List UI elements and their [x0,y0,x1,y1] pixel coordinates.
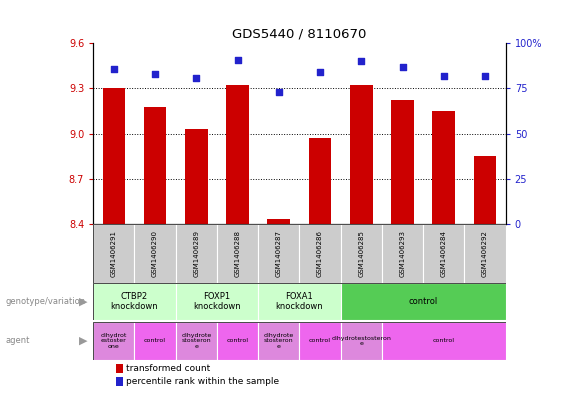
Bar [341,322,382,360]
Bar [473,156,497,224]
Text: GSM1406285: GSM1406285 [358,230,364,277]
Point [481,73,490,79]
Text: ▶: ▶ [79,336,88,346]
Bar [93,322,134,360]
Bar [341,224,382,283]
Text: GSM1406292: GSM1406292 [482,230,488,277]
Text: dihydrotestosteron
e: dihydrotestosteron e [332,336,391,346]
Text: GSM1406293: GSM1406293 [399,230,406,277]
Text: FOXP1
knockdown: FOXP1 knockdown [193,292,241,311]
Point [440,73,449,79]
Bar [102,88,125,224]
Text: control: control [408,297,438,306]
Bar [217,224,258,283]
Text: GSM1406286: GSM1406286 [317,230,323,277]
Text: transformed count: transformed count [126,364,210,373]
Text: percentile rank within the sample: percentile rank within the sample [126,377,279,386]
Bar [299,224,341,283]
Bar [382,224,423,283]
Bar [464,224,506,283]
Bar [185,129,208,224]
Bar [308,138,332,224]
Text: GSM1406287: GSM1406287 [276,230,282,277]
Bar [432,111,455,224]
Bar [176,224,217,283]
Bar [176,322,217,360]
Text: GSM1406289: GSM1406289 [193,230,199,277]
Bar [176,283,258,320]
Point [110,65,119,72]
Bar [134,322,176,360]
Text: control: control [309,338,331,343]
Bar [93,224,134,283]
Bar [267,220,290,224]
Text: dihydrote
stosteron
e: dihydrote stosteron e [181,332,211,349]
Text: dihydrot
estoster
one: dihydrot estoster one [101,332,127,349]
Text: control: control [144,338,166,343]
Bar [226,85,249,224]
Text: CTBP2
knockdown: CTBP2 knockdown [111,292,158,311]
Point [150,71,160,77]
Text: FOXA1
knockdown: FOXA1 knockdown [276,292,323,311]
Text: GSM1406288: GSM1406288 [234,230,241,277]
Title: GDS5440 / 8110670: GDS5440 / 8110670 [232,28,367,40]
Text: dihydrote
stosteron
e: dihydrote stosteron e [264,332,294,349]
Bar [217,322,258,360]
Bar [134,224,176,283]
Bar [299,322,341,360]
Bar [350,85,373,224]
Text: GSM1406290: GSM1406290 [152,230,158,277]
Point [357,58,366,64]
Text: control: control [227,338,249,343]
Point [233,56,242,62]
Text: GSM1406291: GSM1406291 [111,230,117,277]
Text: control: control [433,338,455,343]
Text: GSM1406284: GSM1406284 [441,230,447,277]
Bar [93,283,176,320]
Point [275,89,284,95]
Bar [144,107,167,224]
Point [398,64,407,70]
Text: genotype/variation: genotype/variation [6,297,86,306]
Bar [382,322,506,360]
Point [192,74,201,81]
Bar [258,224,299,283]
Point [316,69,325,75]
Bar [258,322,299,360]
Bar [258,283,341,320]
Bar [341,283,506,320]
Text: agent: agent [6,336,30,345]
Bar [423,224,464,283]
Bar [391,101,414,224]
Text: ▶: ▶ [79,297,88,307]
